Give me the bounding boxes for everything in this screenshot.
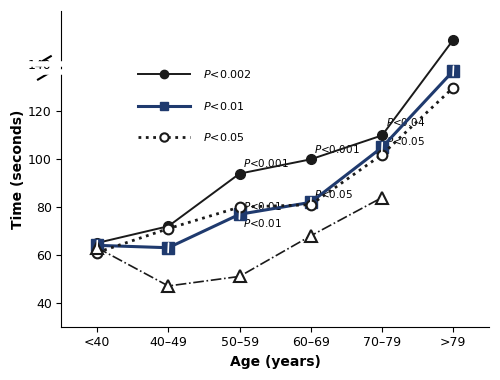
Text: $\it{P}$<0.01: $\it{P}$<0.01: [243, 217, 282, 229]
Text: $\it{P}$<0.001: $\it{P}$<0.001: [243, 157, 289, 169]
Text: $\it{P}$<0.05: $\it{P}$<0.05: [386, 135, 425, 147]
Text: $\it{P}$<0.001: $\it{P}$<0.001: [314, 142, 360, 155]
Text: $\it{P}$<0.05: $\it{P}$<0.05: [314, 188, 354, 200]
Text: $\it{P}$<0.01: $\it{P}$<0.01: [243, 200, 282, 212]
Text: $\it{P}$<0.05: $\it{P}$<0.05: [202, 131, 244, 143]
X-axis label: Age (years): Age (years): [230, 355, 320, 369]
Text: $\it{P}$<0.04: $\it{P}$<0.04: [386, 116, 425, 128]
Y-axis label: Time (seconds): Time (seconds): [11, 109, 25, 228]
Text: $\it{P}$<0.002: $\it{P}$<0.002: [202, 68, 252, 80]
Text: $\it{P}$<0.01: $\it{P}$<0.01: [202, 100, 244, 112]
